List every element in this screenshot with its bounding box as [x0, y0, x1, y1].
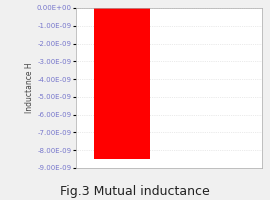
Bar	[94, 8, 150, 159]
Y-axis label: Inductance H: Inductance H	[25, 63, 34, 113]
Text: Fig.3 Mutual inductance: Fig.3 Mutual inductance	[60, 185, 210, 198]
